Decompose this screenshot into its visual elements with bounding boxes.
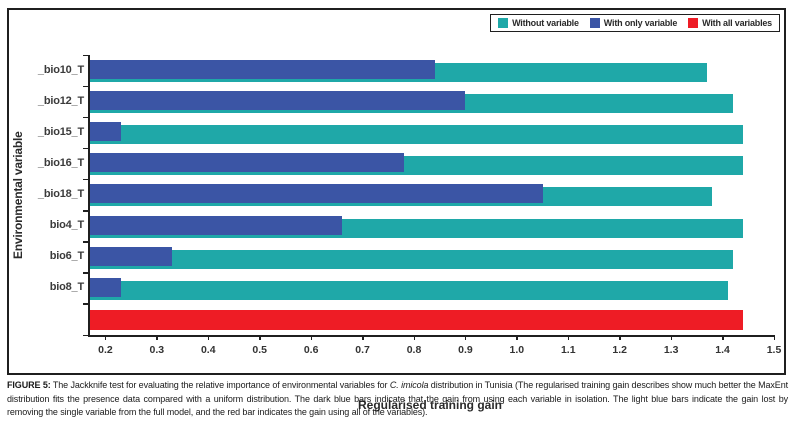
x-tick-label: 0.8 bbox=[406, 344, 422, 356]
x-axis-tick bbox=[464, 335, 467, 340]
category-label: bio6_T bbox=[49, 250, 84, 263]
plot-area: _bio10_T _bio12_T _bio15_T _bio16_T _bio18_T… bbox=[38, 54, 781, 356]
y-axis-tick bbox=[83, 272, 88, 274]
x-tick-label: 1.2 bbox=[612, 344, 627, 356]
legend-swatch-teal bbox=[498, 18, 509, 28]
x-axis-tick bbox=[773, 335, 775, 340]
bar-with-only-variable bbox=[90, 184, 543, 204]
legend-swatch-red bbox=[688, 18, 699, 28]
x-tick-label: 0.2 bbox=[98, 344, 113, 356]
species-name: C. imicola bbox=[389, 380, 429, 390]
y-axis-tick bbox=[83, 147, 88, 150]
legend-item-without-variable: Without variable bbox=[498, 18, 579, 28]
legend-label-with-all-variables: With all variables bbox=[702, 18, 772, 28]
category-label: bio8_T bbox=[49, 281, 84, 294]
bar-with-only-variable bbox=[90, 277, 121, 297]
x-axis-tick bbox=[156, 335, 158, 340]
legend-item-with-all-variables: With all variables bbox=[688, 18, 772, 28]
figure-caption-label: FIGURE 5: bbox=[7, 380, 51, 390]
figure-caption-text-after: distribution in Tunisia (The regularised… bbox=[7, 380, 788, 417]
x-axis-tick bbox=[259, 335, 261, 340]
bar-without-variable bbox=[90, 280, 728, 300]
legend-swatch-blue bbox=[589, 18, 600, 28]
category-label: _bio15_T bbox=[37, 125, 84, 138]
y-axis-tick bbox=[83, 334, 88, 336]
x-tick-label: 0.9 bbox=[458, 344, 473, 356]
x-tick-label: 1.3 bbox=[663, 344, 679, 356]
bar-without-variable bbox=[90, 125, 744, 145]
category-label: _bio12_T bbox=[37, 94, 84, 107]
y-axis-tick bbox=[83, 303, 88, 305]
category-label: _bio16_T bbox=[37, 156, 84, 169]
y-axis-tick bbox=[83, 241, 88, 243]
legend-item-with-only-variable: With only variable bbox=[589, 18, 678, 28]
x-tick-label: 1.4 bbox=[715, 344, 730, 356]
category-label: _bio10_T bbox=[37, 63, 84, 76]
x-axis-title: Regularised training gain bbox=[357, 398, 503, 412]
bar-with-only-variable bbox=[90, 153, 404, 173]
x-tick-label: 0.7 bbox=[355, 344, 370, 356]
x-tick-label: 1.0 bbox=[509, 344, 525, 356]
y-axis-tick bbox=[83, 85, 88, 88]
bar-with-only-variable bbox=[90, 122, 121, 142]
legend-label-without-variable: Without variable bbox=[512, 18, 579, 28]
x-axis-tick bbox=[516, 335, 518, 340]
y-axis-tick bbox=[83, 116, 88, 119]
x-axis-tick bbox=[362, 335, 364, 340]
bar-with-only-variable bbox=[90, 215, 342, 235]
x-axis-tick bbox=[670, 335, 673, 340]
x-axis-tick bbox=[722, 335, 724, 340]
x-axis-tick bbox=[104, 335, 107, 340]
x-axis-tick bbox=[567, 335, 570, 340]
x-axis-tick bbox=[413, 335, 415, 340]
y-axis-tick bbox=[83, 210, 88, 212]
x-axis-tick bbox=[207, 335, 210, 340]
bar-with-only-variable bbox=[90, 91, 466, 111]
category-label: _bio18_T bbox=[37, 188, 84, 200]
bar-with-all-variables bbox=[90, 309, 744, 330]
x-tick-label: 0.5 bbox=[252, 344, 267, 356]
x-axis-tick bbox=[619, 335, 621, 340]
x-tick-label: 0.4 bbox=[200, 344, 216, 356]
figure-box: Without variable With only variable With… bbox=[7, 8, 786, 412]
figure-caption: FIGURE 5: The Jackknife test for evaluat… bbox=[7, 379, 788, 420]
x-tick-label: 0.3 bbox=[149, 344, 165, 356]
figure-caption-text-before: The Jackknife test for evaluating the re… bbox=[50, 380, 390, 390]
x-tick-label: 0.6 bbox=[303, 344, 319, 356]
x-tick-label: 1.1 bbox=[560, 344, 576, 356]
bar-without-variable bbox=[90, 249, 733, 269]
bar-with-only-variable bbox=[90, 60, 435, 79]
category-label: bio4_T bbox=[49, 219, 84, 232]
x-axis-tick bbox=[310, 335, 313, 340]
chart-legend: Without variable With only variable With… bbox=[490, 14, 780, 32]
bar-with-only-variable bbox=[90, 246, 173, 266]
y-axis-tick bbox=[83, 178, 88, 181]
legend-label-with-only-variable: With only variable bbox=[603, 18, 678, 28]
x-tick-label: 1.5 bbox=[766, 344, 782, 356]
y-axis-tick bbox=[83, 54, 88, 56]
